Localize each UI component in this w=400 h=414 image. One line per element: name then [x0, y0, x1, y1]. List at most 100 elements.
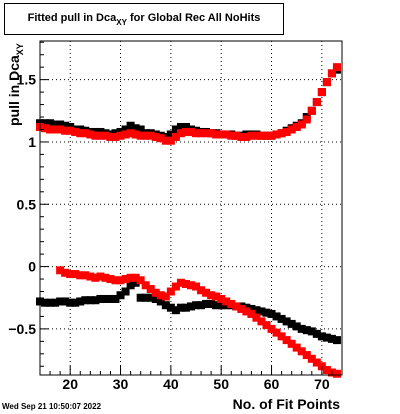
- black-data-point: [111, 294, 120, 303]
- red-data-point: [136, 131, 145, 140]
- black-data-point: [101, 294, 110, 303]
- red-data-point: [257, 131, 266, 140]
- red-data-point: [176, 278, 185, 287]
- red-data-point: [91, 131, 100, 140]
- x-tick-label: 60: [264, 376, 280, 392]
- black-data-point: [187, 302, 195, 311]
- red-data-point: [222, 297, 231, 306]
- x-tick-label: 70: [314, 376, 330, 392]
- black-data-point: [41, 119, 50, 128]
- black-data-point: [51, 298, 60, 307]
- red-data-point: [61, 126, 70, 135]
- black-data-point: [197, 301, 206, 310]
- black-data-point: [307, 327, 316, 336]
- red-data-point: [166, 136, 175, 145]
- y-tick-label: 0: [28, 259, 36, 275]
- red-data-point: [237, 304, 246, 313]
- red-data-point: [212, 292, 221, 301]
- black-data-point: [217, 301, 226, 310]
- black-data-point: [181, 122, 190, 131]
- red-data-point: [56, 266, 65, 275]
- black-data-point: [257, 307, 266, 316]
- red-data-point: [282, 336, 291, 345]
- black-data-point: [86, 296, 95, 305]
- black-data-point: [51, 120, 60, 129]
- red-data-point: [51, 125, 60, 134]
- black-data-point: [46, 298, 55, 307]
- y-tick-label: 1.5: [17, 72, 37, 88]
- red-data-point: [156, 134, 165, 143]
- chart-title-suffix: for Global Rec All NoHits: [126, 11, 261, 24]
- red-data-point: [312, 98, 321, 107]
- black-data-point: [116, 291, 125, 300]
- red-data-point: [121, 275, 130, 284]
- red-data-point: [302, 351, 311, 360]
- red-data-point: [227, 131, 236, 140]
- x-tick-label: 50: [213, 376, 229, 392]
- red-data-point: [332, 63, 341, 72]
- black-data-point: [106, 294, 115, 303]
- red-data-point: [111, 132, 120, 141]
- axis-ticks: [39, 41, 343, 375]
- red-data-point: [181, 280, 190, 289]
- red-data-point: [171, 282, 180, 291]
- red-data-point: [106, 275, 115, 284]
- red-data-point: [126, 273, 135, 282]
- black-data-point: [166, 303, 175, 312]
- black-data-point: [151, 294, 160, 303]
- red-data-point: [252, 131, 261, 140]
- axis-tick-labels: 20 30 40 50 60 70 −0.5 0 0.5 1 1.5: [8, 72, 330, 392]
- black-data-point: [267, 309, 276, 318]
- black-data-point: [297, 324, 306, 333]
- chart-title-subscript: XY: [116, 17, 127, 27]
- red-data-point: [116, 276, 125, 285]
- red-data-point: [156, 291, 165, 300]
- red-data-point: [207, 129, 216, 138]
- red-data-point: [141, 281, 150, 290]
- red-data-point: [192, 129, 201, 138]
- y-axis-label-subscript: XY: [15, 43, 25, 56]
- red-data-point: [41, 124, 50, 133]
- red-data-point: [116, 131, 125, 140]
- red-data-point: [257, 317, 266, 326]
- black-data-point: [161, 301, 170, 310]
- red-data-point: [76, 129, 85, 138]
- black-data-point: [282, 317, 291, 326]
- black-data-point: [166, 130, 175, 139]
- red-data-point: [327, 69, 336, 78]
- black-data-point: [327, 334, 336, 343]
- red-data-point: [332, 369, 341, 378]
- x-tick-label: 20: [62, 376, 78, 392]
- x-tick-label: 40: [163, 376, 179, 392]
- red-data-point: [232, 131, 241, 140]
- black-data-point: [262, 308, 271, 317]
- red-data-point: [161, 292, 170, 301]
- red-data-point: [277, 129, 286, 138]
- red-data-point: [86, 130, 95, 139]
- red-data-point: [267, 131, 276, 140]
- black-data-point: [61, 297, 70, 306]
- y-tick-label: −0.5: [8, 321, 36, 337]
- red-data-point: [282, 127, 291, 136]
- red-data-point: [267, 324, 276, 333]
- chart-title: Fitted pull in DcaXY for Global Rec All …: [28, 12, 261, 27]
- red-data-point: [197, 129, 206, 138]
- black-data-point: [277, 314, 286, 323]
- y-axis-label: pull in DcaXY: [6, 43, 25, 126]
- black-data-point: [181, 303, 190, 312]
- black-data-point: [176, 122, 185, 131]
- red-data-point: [151, 132, 160, 141]
- red-data-point: [217, 294, 226, 303]
- black-data-point: [171, 125, 180, 134]
- black-data-point: [121, 125, 130, 134]
- x-tick-label: 30: [113, 376, 129, 392]
- black-data-point: [46, 119, 55, 128]
- red-data-point: [181, 127, 190, 136]
- black-data-point: [146, 293, 155, 302]
- red-data-point: [237, 132, 246, 141]
- red-data-point: [207, 291, 216, 300]
- black-data-point: [171, 306, 180, 315]
- red-data-point: [272, 328, 281, 337]
- red-data-point: [322, 366, 331, 375]
